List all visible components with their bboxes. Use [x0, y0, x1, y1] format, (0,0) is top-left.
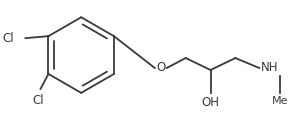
Text: NH: NH: [261, 62, 279, 74]
Text: O: O: [156, 62, 165, 74]
Text: Cl: Cl: [33, 94, 44, 107]
Text: Me: Me: [272, 96, 288, 106]
Text: OH: OH: [201, 96, 220, 109]
Text: Cl: Cl: [2, 32, 14, 45]
